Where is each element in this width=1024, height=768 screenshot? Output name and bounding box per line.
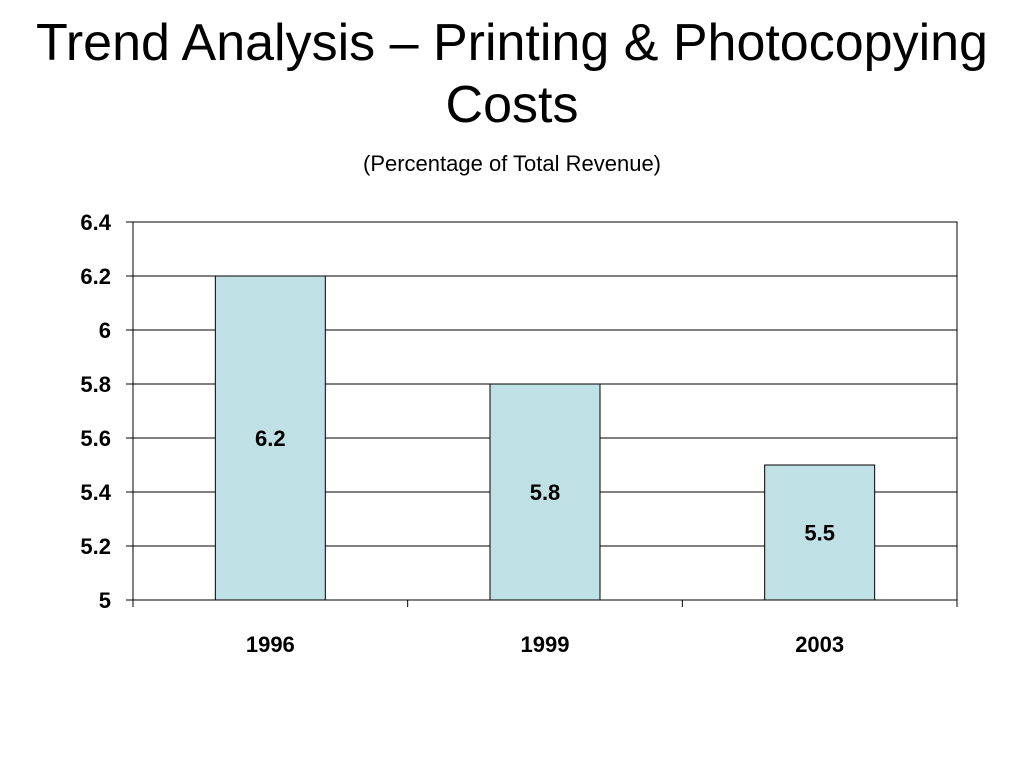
y-tick-label: 5.8	[80, 372, 111, 397]
y-tick-label: 6	[99, 318, 111, 343]
y-tick-label: 5.4	[80, 480, 111, 505]
data-labels: 6.2 5.8 5.5	[255, 426, 835, 546]
chart-title: Trend Analysis – Printing & Photocopying…	[36, 14, 988, 134]
data-label-2003: 5.5	[804, 521, 835, 546]
y-tick-label: 5.2	[80, 534, 111, 559]
data-label-1999: 5.8	[530, 480, 561, 505]
y-tick-label: 6.2	[80, 264, 111, 289]
y-tick-label: 5	[99, 588, 111, 613]
bars	[214, 275, 876, 601]
x-tick-label-1999: 1999	[521, 632, 570, 657]
x-axis: 1996 1999 2003	[132, 600, 958, 657]
x-tick-label-2003: 2003	[795, 632, 844, 657]
y-axis: 5 5.2 5.4 5.6 5.8 6 6.2 6.4	[80, 210, 133, 613]
chart-subtitle: (Percentage of Total Revenue)	[363, 151, 661, 176]
data-label-1996: 6.2	[255, 426, 286, 451]
bar-2003	[764, 464, 876, 601]
x-tick-label-1996: 1996	[246, 632, 295, 657]
bar-1996	[214, 275, 326, 601]
bar-1999	[489, 383, 601, 601]
y-tick-label: 6.4	[80, 210, 111, 235]
y-tick-label: 5.6	[80, 426, 111, 451]
